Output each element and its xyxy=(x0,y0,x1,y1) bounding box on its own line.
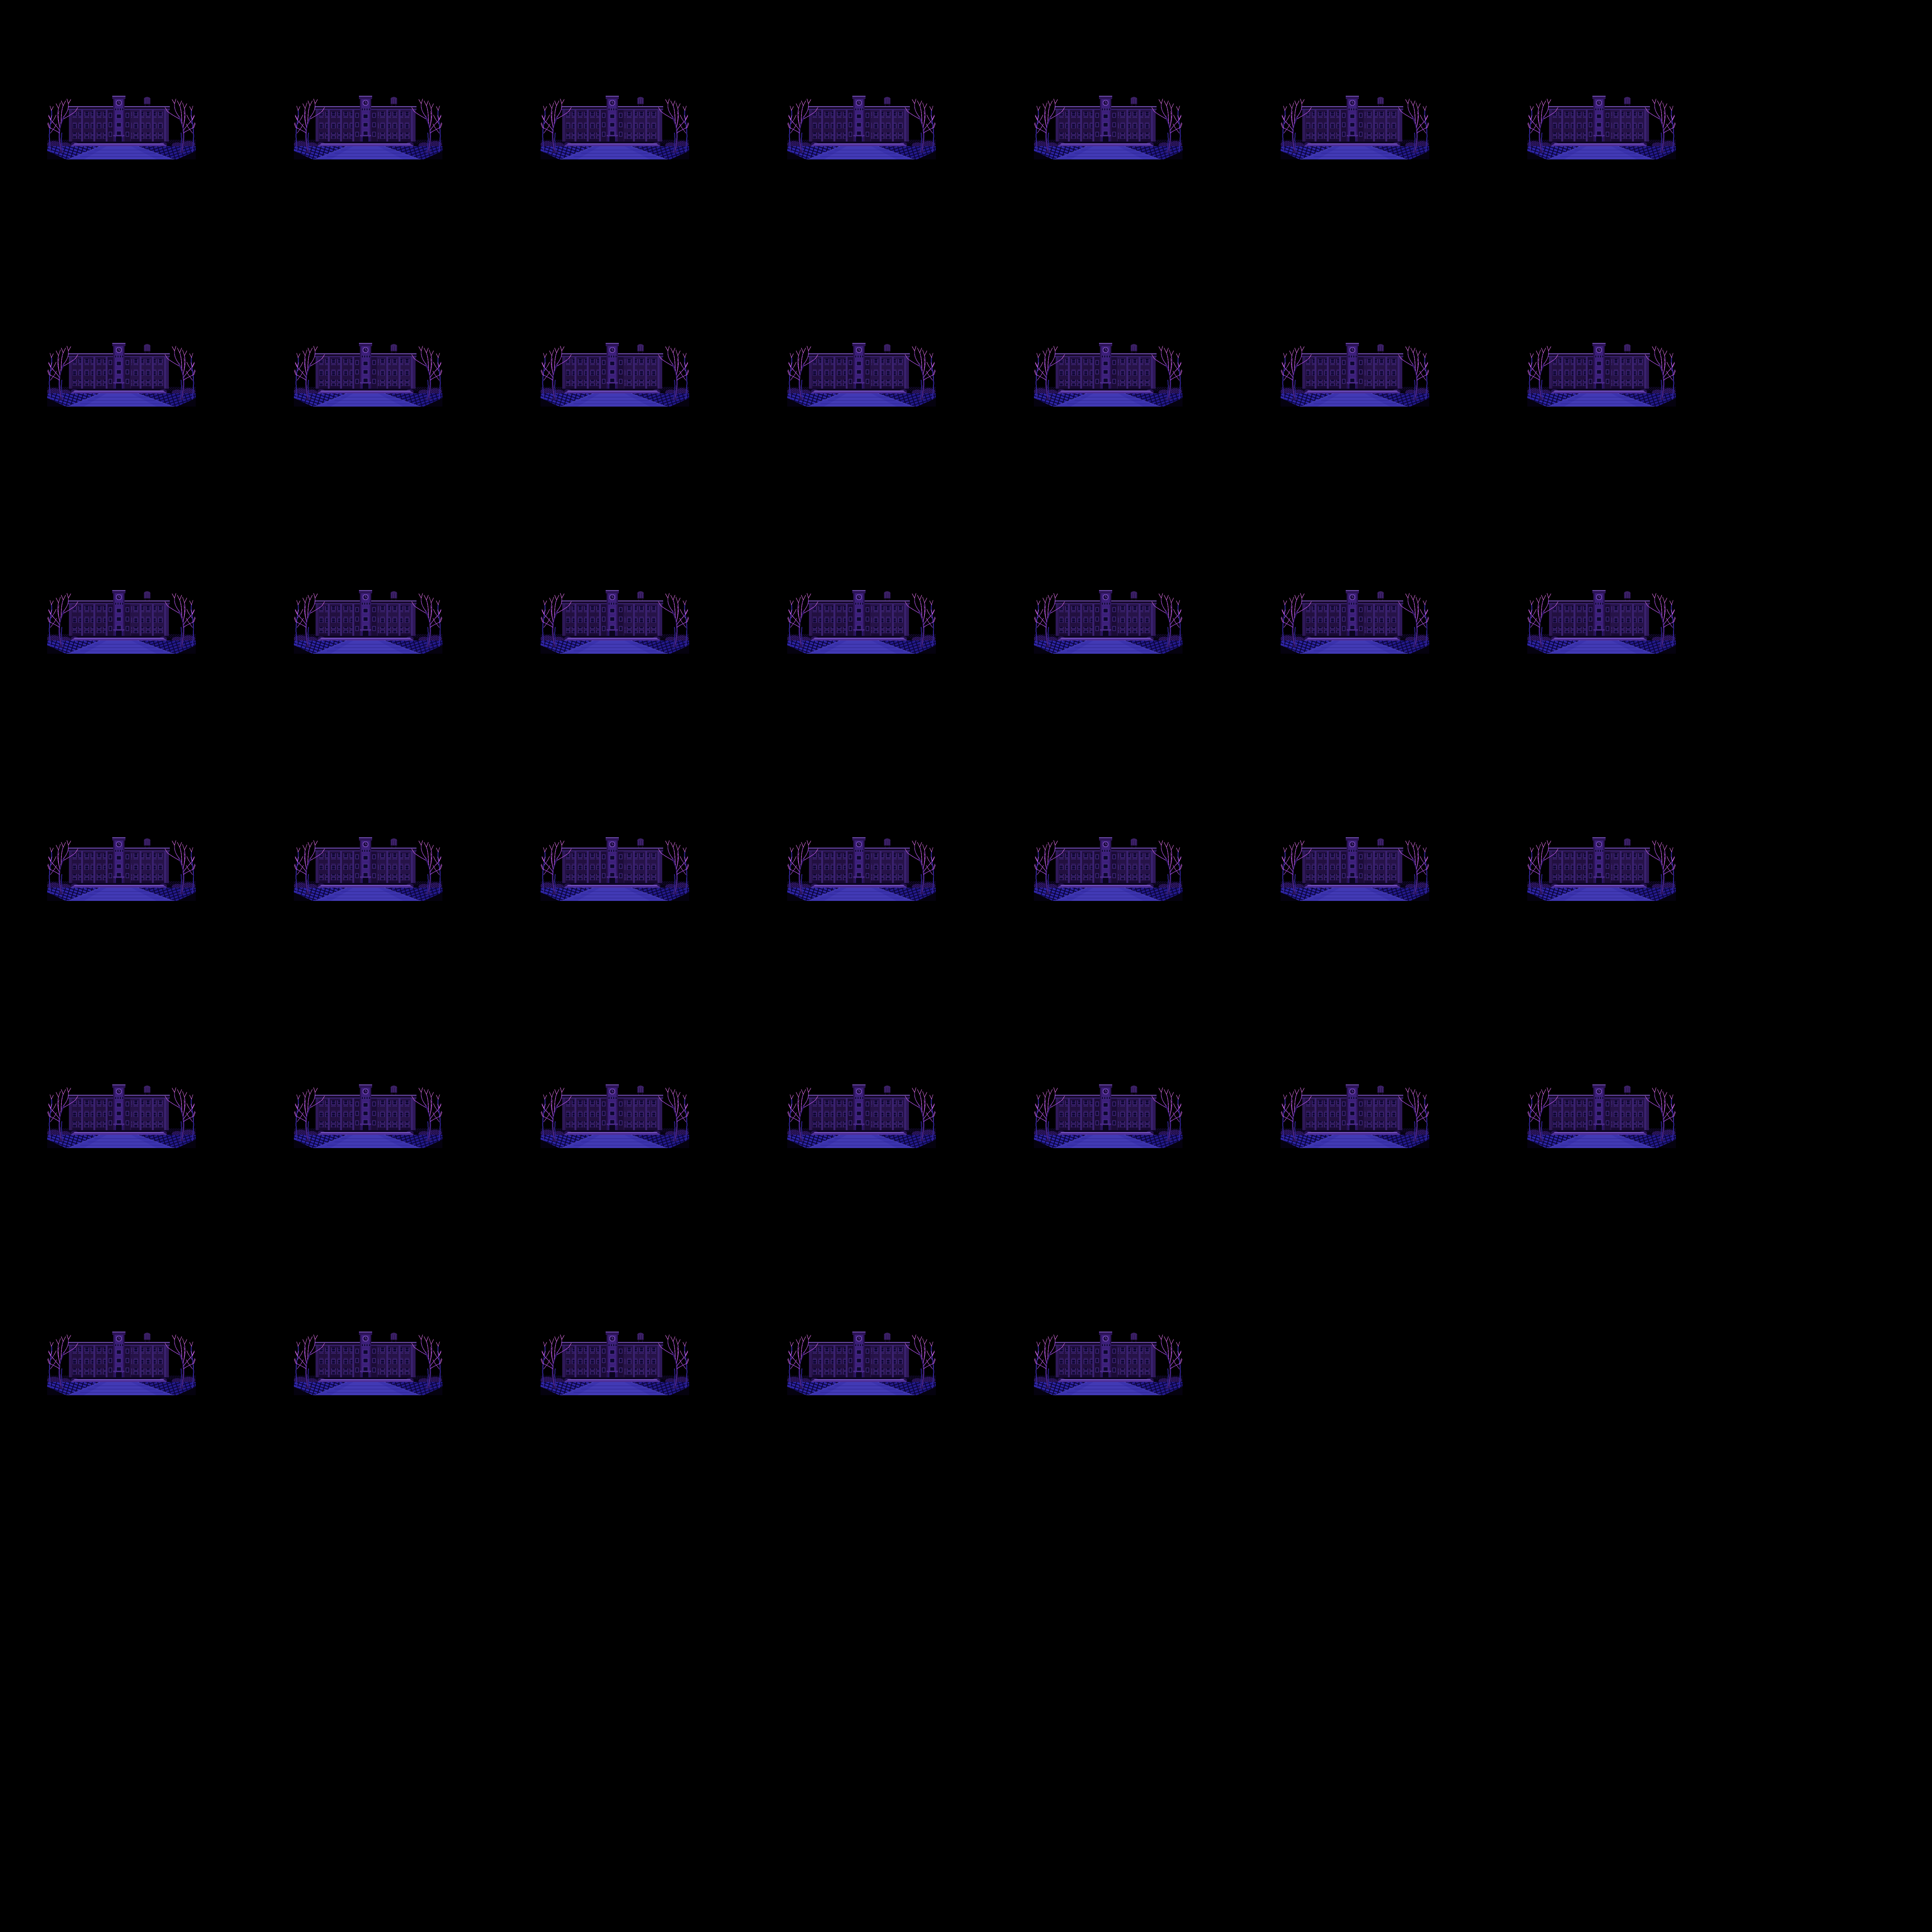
animation-frame xyxy=(1034,575,1183,654)
animation-frame xyxy=(1281,575,1429,654)
animation-frame xyxy=(47,1069,196,1148)
animation-frame xyxy=(1281,822,1429,901)
animation-frame xyxy=(1281,327,1429,407)
animation-frame xyxy=(787,1069,936,1148)
animation-frame xyxy=(294,80,442,159)
animation-frame xyxy=(541,1316,689,1395)
animation-frame xyxy=(541,80,689,159)
animation-frame xyxy=(1034,80,1183,159)
animation-frame xyxy=(1281,80,1429,159)
animation-frame xyxy=(47,575,196,654)
animation-frame xyxy=(1281,1069,1429,1148)
animation-frame xyxy=(541,822,689,901)
animation-frame xyxy=(1034,1316,1183,1395)
animation-frame xyxy=(541,575,689,654)
animation-frame xyxy=(1527,822,1676,901)
animation-frame xyxy=(47,1316,196,1395)
animation-frame xyxy=(47,327,196,407)
animation-frame xyxy=(294,1069,442,1148)
animation-frame xyxy=(787,822,936,901)
animation-frame xyxy=(1527,80,1676,159)
animation-frame xyxy=(294,822,442,901)
animation-frame xyxy=(47,80,196,159)
animation-frame xyxy=(1527,1069,1676,1148)
animation-frame xyxy=(787,1316,936,1395)
animation-frame xyxy=(787,575,936,654)
animation-frame xyxy=(294,1316,442,1395)
animation-frame xyxy=(47,822,196,901)
animation-frame xyxy=(787,327,936,407)
animation-frame xyxy=(294,575,442,654)
animation-frame xyxy=(1527,575,1676,654)
animation-frame xyxy=(541,1069,689,1148)
animation-frame xyxy=(294,327,442,407)
animation-frame xyxy=(1034,327,1183,407)
animation-frame xyxy=(1527,327,1676,407)
animation-frame xyxy=(1034,822,1183,901)
animation-frame xyxy=(1034,1069,1183,1148)
animation-frame xyxy=(787,80,936,159)
animation-frame xyxy=(541,327,689,407)
